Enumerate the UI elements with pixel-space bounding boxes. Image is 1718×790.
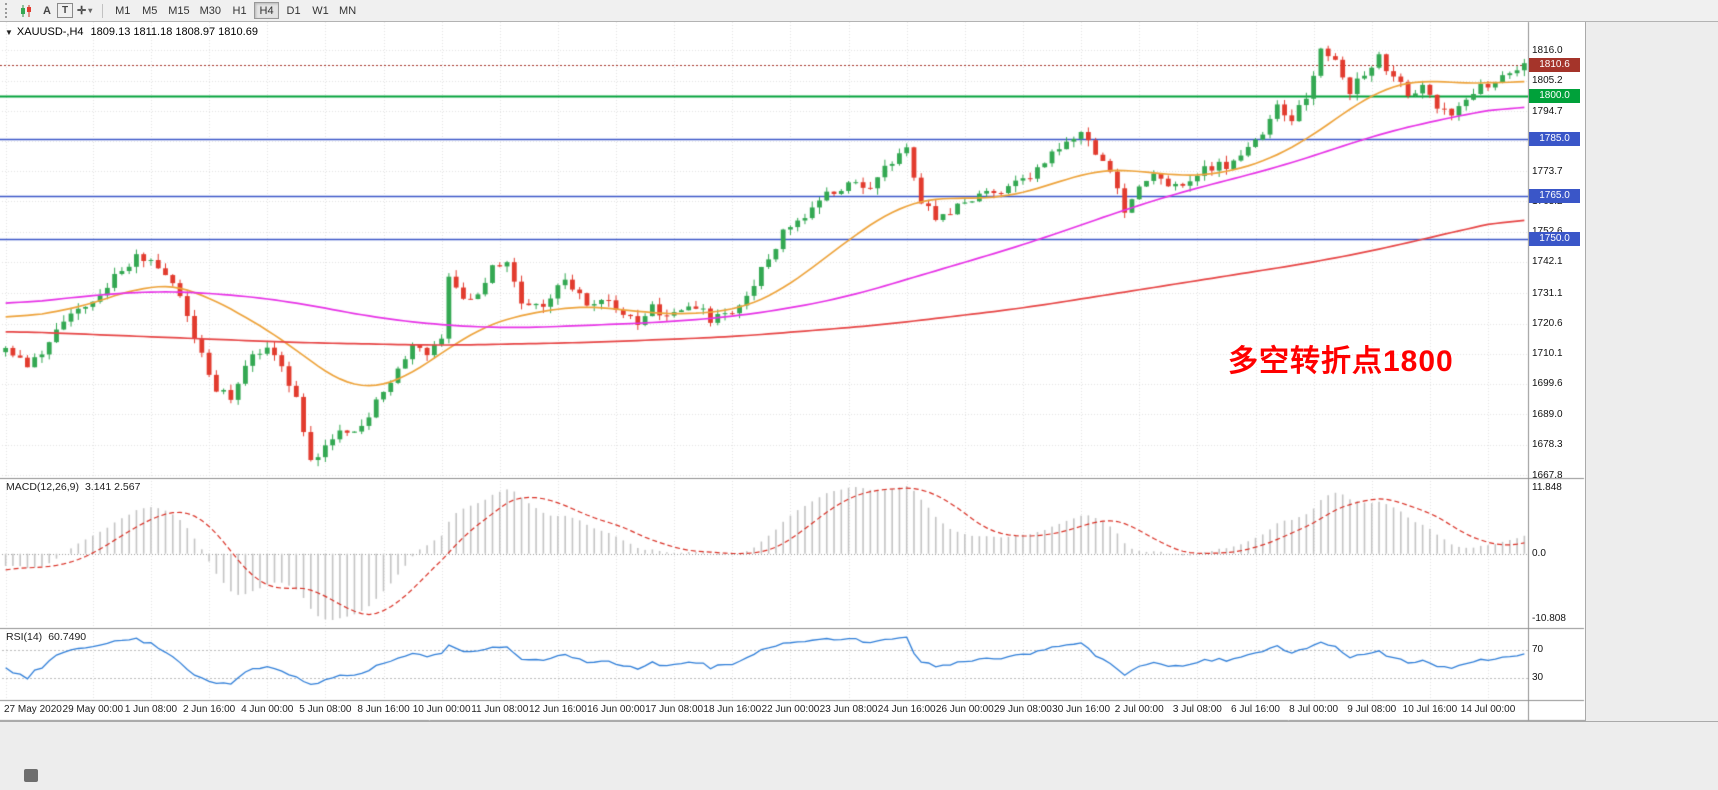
time-axis-label: 18 Jun 16:00 (703, 704, 762, 715)
price-axis-label: 1699.6 (1532, 378, 1563, 390)
time-axis-label: 2 Jul 00:00 (1114, 704, 1164, 715)
time-axis-label: 3 Jul 08:00 (1172, 704, 1222, 715)
price-axis-label: 1816.0 (1532, 44, 1563, 56)
toolbar: A T ✛ ▾ M1 M5 M15 M30 H1 H4 D1 W1 MN (0, 0, 1718, 22)
timeframe-d1[interactable]: D1 (286, 5, 301, 17)
timeframe-m15[interactable]: M15 (168, 5, 190, 17)
macd-axis-max-label: 11.848 (1532, 482, 1562, 493)
timeframe-bar: M1 M5 M15 M30 H1 H4 D1 W1 MN (109, 2, 361, 19)
chevron-down-icon: ▾ (88, 6, 93, 15)
macd-indicator-label: MACD(12,26,9) 3.141 2.567 (6, 481, 140, 493)
time-axis-label: 29 May 00:00 (62, 704, 124, 715)
collapse-arrow-icon[interactable]: ▼ (5, 28, 13, 37)
rsi-level-label: 30 (1532, 672, 1544, 684)
bid-price-badge: 1810.6 (1529, 58, 1580, 73)
hline-price-badge: 1750.0 (1529, 232, 1580, 247)
macd-values: 3.141 2.567 (84, 481, 141, 493)
text-box-label: T (61, 5, 69, 16)
price-axis-label: 1752.6 (1532, 225, 1563, 238)
time-axis-label: 10 Jul 16:00 (1402, 704, 1458, 715)
time-axis-label: 8 Jun 16:00 (357, 704, 410, 715)
price-axis-label: 1773.7 (1532, 165, 1563, 177)
price-axis-label: 1720.6 (1532, 318, 1563, 330)
annotate-text-label: A (43, 4, 51, 17)
time-axis-label: 14 Jul 00:00 (1460, 704, 1516, 715)
price-axis-label: 1742.1 (1532, 256, 1563, 268)
ohlc-values: 1809.13 1811.18 1808.97 1810.69 (90, 26, 258, 38)
time-axis-label: 23 Jun 08:00 (819, 704, 878, 715)
price-axis-label: 1689.0 (1532, 408, 1563, 420)
price-axis-label: 1794.7 (1532, 105, 1563, 117)
time-axis-label: 5 Jun 08:00 (299, 704, 352, 715)
crosshair-glyph: ✛ (77, 5, 87, 17)
timeframe-m1[interactable]: M1 (115, 5, 131, 17)
price-axis-label: 1731.1 (1532, 287, 1563, 299)
hline-price-badge: 1785.0 (1529, 131, 1580, 146)
rsi-level-label: 70 (1532, 643, 1544, 655)
hline-price-badge: 1800.0 (1529, 88, 1580, 103)
price-axis-label: 1710.1 (1532, 348, 1563, 360)
time-axis-label: 26 Jun 00:00 (935, 704, 994, 715)
macd-axis-min-label: -10.808 (1532, 613, 1566, 624)
time-axis-label: 9 Jul 08:00 (1347, 704, 1397, 715)
time-axis-label: 4 Jun 00:00 (241, 704, 294, 715)
time-axis-label: 2 Jun 16:00 (182, 704, 236, 715)
toolbar-grip[interactable] (5, 3, 10, 18)
price-axis-label: 1667.8 (1532, 469, 1563, 481)
window-artifact (24, 769, 38, 782)
time-axis-label: 12 Jun 16:00 (528, 704, 587, 715)
time-axis-label: 30 Jun 16:00 (1052, 704, 1111, 715)
rsi-indicator-label: RSI(14) 60.7490 (6, 631, 86, 643)
time-axis-label: 6 Jul 16:00 (1231, 704, 1280, 715)
right-margin-area (1585, 22, 1718, 790)
time-axis-label: 27 May 2020 (4, 704, 62, 715)
chart-annotation-text: 多空转折点1800 (1228, 345, 1454, 378)
symbol-timeframe-label: XAUUSD-,H4 (16, 26, 84, 38)
time-axis-label: 16 Jun 00:00 (587, 704, 645, 715)
time-axis-label: 8 Jul 00:00 (1289, 704, 1339, 715)
time-axis-label: 24 Jun 16:00 (877, 704, 936, 715)
candlestick-glyph (21, 4, 31, 17)
text-box-icon[interactable]: T (57, 3, 73, 18)
price-axis-label: 1678.3 (1532, 439, 1563, 451)
timeframe-m5[interactable]: M5 (142, 5, 158, 17)
time-axis-label: 1 Jun 08:00 (124, 704, 178, 715)
time-axis-label: 29 Jun 08:00 (994, 704, 1052, 715)
annotate-text-icon[interactable]: A (37, 2, 57, 20)
hline-price-badge: 1765.0 (1529, 189, 1580, 204)
time-axis-label: 10 Jun 00:00 (412, 704, 471, 715)
timeframe-h4[interactable]: H4 (254, 2, 280, 19)
bottom-margin-area (0, 721, 1718, 790)
toolbar-separator (102, 3, 104, 18)
macd-axis-zero-label: 0.0 (1532, 547, 1546, 559)
timeframe-mn[interactable]: MN (339, 5, 357, 17)
time-axis-label: 11 Jun 08:00 (471, 704, 529, 715)
time-axis-label: 22 Jun 00:00 (761, 704, 820, 715)
rsi-value: 60.7490 (48, 631, 87, 643)
time-axis-label: 17 Jun 08:00 (645, 704, 704, 715)
timeframe-w1[interactable]: W1 (312, 5, 329, 17)
timeframe-h1[interactable]: H1 (232, 5, 247, 17)
crosshair-tool-icon[interactable]: ✛ ▾ (73, 2, 96, 20)
rsi-name: RSI(14) (6, 631, 43, 643)
macd-name: MACD(12,26,9) (6, 481, 79, 493)
price-axis-label: 1805.2 (1532, 75, 1563, 87)
chart-title: ▼ XAUUSD-,H4 1809.13 1811.18 1808.97 1810.… (5, 26, 258, 38)
timeframe-m30[interactable]: M30 (199, 5, 222, 17)
candlestick-chart-icon[interactable] (15, 2, 37, 20)
